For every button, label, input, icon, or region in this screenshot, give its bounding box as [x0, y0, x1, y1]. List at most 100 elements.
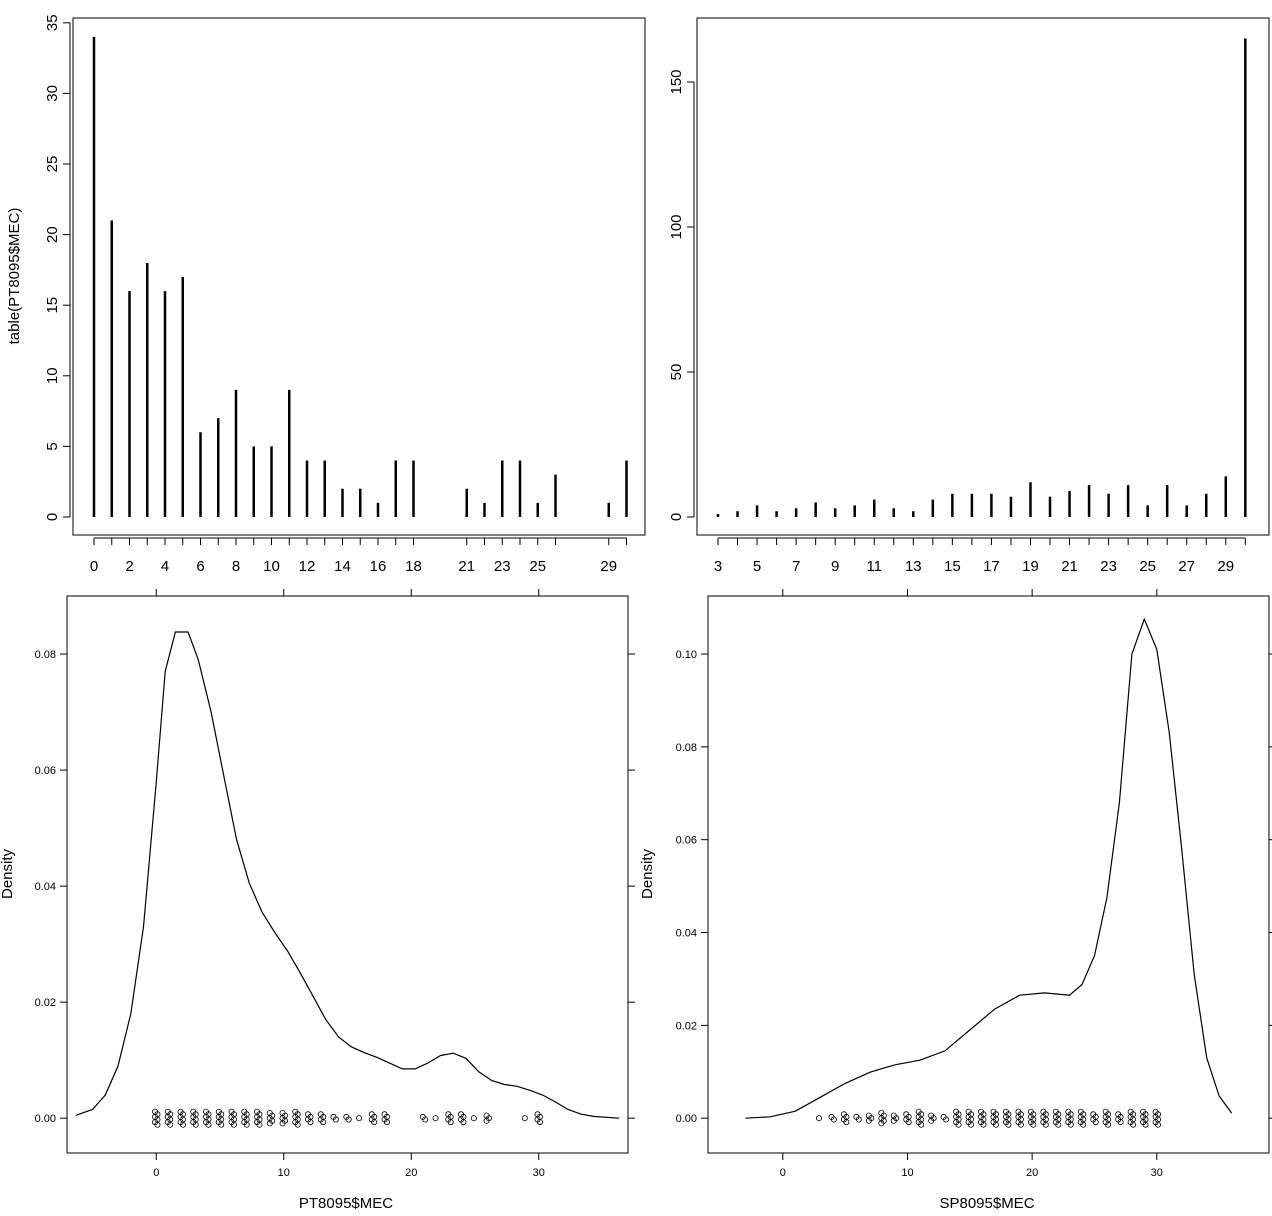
data-point-marker — [483, 1117, 490, 1124]
data-point-marker — [865, 1117, 872, 1124]
data-point-marker — [830, 1116, 837, 1123]
y-tick-label: 10 — [44, 367, 61, 384]
x-tick-label: 2 — [125, 558, 133, 575]
data-point-marker — [890, 1117, 897, 1124]
data-point-marker — [816, 1115, 823, 1122]
data-point-marker — [356, 1115, 363, 1122]
data-point-marker — [320, 1119, 327, 1126]
x-tick-label: 14 — [334, 558, 351, 575]
data-point-marker — [383, 1119, 390, 1126]
x-tick-label: 30 — [533, 1167, 545, 1179]
panel-top-left-bar-chart: table(PT8095$MEC) 0 2 4 6 8 10 12 14 16 18 21 23 25 2… — [6, 14, 646, 575]
y-tick-label: 0.04 — [35, 881, 56, 893]
data-point-marker — [1105, 1121, 1112, 1128]
x-tick-label: 15 — [944, 558, 961, 575]
y-tick-label: 0.04 — [676, 928, 697, 940]
data-point-marker — [154, 1121, 161, 1128]
data-point-marker — [218, 1121, 225, 1128]
data-point-marker — [179, 1121, 186, 1128]
plot-frame — [707, 595, 1270, 1154]
panel-bottom-right-density-plot: SP8095$MEC Density 0 10 20 30 0.00 0.02 0.04 0.… — [639, 589, 1272, 1212]
data-point-marker — [243, 1121, 250, 1128]
data-point-marker — [371, 1119, 378, 1126]
y-tick-label: 15 — [44, 297, 61, 314]
density-curve — [745, 617, 1233, 1119]
plot-frame — [696, 17, 1270, 536]
x-tick-label: 16 — [370, 558, 387, 575]
plot-frame — [72, 17, 646, 536]
y-tick-label: 20 — [44, 226, 61, 243]
y-axis-label: Density — [639, 848, 656, 899]
data-point-marker — [1130, 1121, 1137, 1128]
x-tick-label: 9 — [831, 558, 839, 575]
x-axis-label: PT8095$MEC — [299, 1195, 393, 1212]
data-point-marker — [521, 1115, 528, 1122]
data-point-marker — [928, 1117, 935, 1124]
x-tick-label: 20 — [1026, 1167, 1038, 1179]
x-tick-label: 6 — [196, 558, 204, 575]
data-point-marker — [1155, 1121, 1162, 1128]
data-point-marker — [955, 1121, 962, 1128]
x-tick-label: 30 — [1151, 1167, 1163, 1179]
y-axis-label: table(PT8095$MEC) — [6, 208, 23, 345]
x-tick-label: 17 — [983, 558, 1000, 575]
y-tick-label: 0 — [44, 513, 61, 521]
data-point-marker — [1117, 1119, 1124, 1126]
data-point-marker — [192, 1121, 199, 1128]
data-point-marker — [855, 1116, 862, 1123]
data-point-marker — [1080, 1121, 1087, 1128]
x-tick-label: 12 — [299, 558, 316, 575]
y-tick-label: 0 — [668, 513, 685, 521]
y-tick-label: 35 — [44, 14, 61, 31]
x-tick-label: 7 — [792, 558, 800, 575]
data-point-marker — [294, 1121, 301, 1128]
y-tick-label: 0.08 — [676, 742, 697, 754]
data-point-marker — [878, 1120, 885, 1127]
data-point-marker — [279, 1120, 286, 1127]
plot-frame — [66, 595, 629, 1154]
data-point-marker — [256, 1121, 263, 1128]
data-point-marker — [230, 1121, 237, 1128]
data-point-marker — [460, 1119, 467, 1126]
data-point-marker — [968, 1121, 975, 1128]
y-tick-label: 0.02 — [676, 1020, 697, 1032]
y-tick-label: 50 — [668, 364, 685, 381]
x-tick-label: 10 — [901, 1167, 913, 1179]
x-tick-label: 27 — [1178, 558, 1195, 575]
y-tick-label: 0.10 — [676, 649, 697, 661]
y-axis-label: Density — [0, 848, 16, 899]
x-tick-label: 19 — [1022, 558, 1039, 575]
data-point-marker — [980, 1121, 987, 1128]
x-tick-label: 11 — [866, 558, 882, 575]
data-point-marker — [1055, 1121, 1062, 1128]
data-point-marker — [447, 1119, 454, 1126]
panel-top-right-bar-chart: 3 5 7 9 11 13 15 17 19 21 23 25 27 29 0 50 100 150 — [668, 17, 1270, 575]
y-tick-label: 0.00 — [676, 1113, 697, 1125]
data-point-marker — [470, 1115, 477, 1122]
x-tick-label: 29 — [600, 558, 617, 575]
data-point-marker — [345, 1116, 352, 1123]
data-point-marker — [992, 1121, 999, 1128]
x-tick-label: 8 — [232, 558, 240, 575]
data-point-marker — [432, 1115, 439, 1122]
x-tick-label: 0 — [90, 558, 98, 575]
data-point-marker — [943, 1116, 950, 1123]
data-point-marker — [1092, 1119, 1099, 1126]
data-point-marker — [1005, 1121, 1012, 1128]
data-point-marker — [422, 1116, 429, 1123]
data-point-marker — [167, 1121, 174, 1128]
x-tick-label: 3 — [714, 558, 722, 575]
y-tick-label: 30 — [44, 85, 61, 102]
x-tick-label: 10 — [263, 558, 280, 575]
x-tick-label: 29 — [1217, 558, 1234, 575]
data-point-marker — [205, 1121, 212, 1128]
x-tick-label: 21 — [458, 558, 475, 575]
density-curve — [75, 631, 620, 1119]
y-tick-label: 0.00 — [35, 1113, 56, 1125]
data-point-marker — [918, 1121, 925, 1128]
panel-bottom-left-density-plot: PT8095$MEC Density 0 10 20 30 0.00 0.02 0.04 0.… — [0, 589, 635, 1212]
data-point-marker — [1142, 1121, 1149, 1128]
data-point-marker — [1017, 1121, 1024, 1128]
